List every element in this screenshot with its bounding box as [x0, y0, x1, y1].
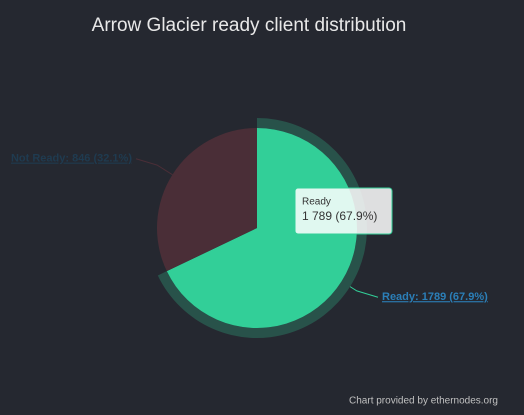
chart-title: Arrow Glacier ready client distribution	[92, 15, 407, 36]
pie-slice[interactable]	[157, 128, 257, 272]
connector	[135, 158, 173, 176]
connector	[349, 286, 379, 298]
pie-slice[interactable]	[166, 128, 357, 328]
tooltip-title: Ready	[302, 197, 331, 208]
data-label[interactable]: Ready: 1789 (67.9%)	[382, 291, 488, 303]
tooltip-box	[294, 187, 393, 235]
data-label[interactable]: Not Ready: 846 (32.1%)	[11, 153, 132, 165]
credits[interactable]: Chart provided by ethernodes.org	[349, 396, 498, 407]
tooltip-text: 1 789 (67.9%)	[302, 209, 377, 223]
